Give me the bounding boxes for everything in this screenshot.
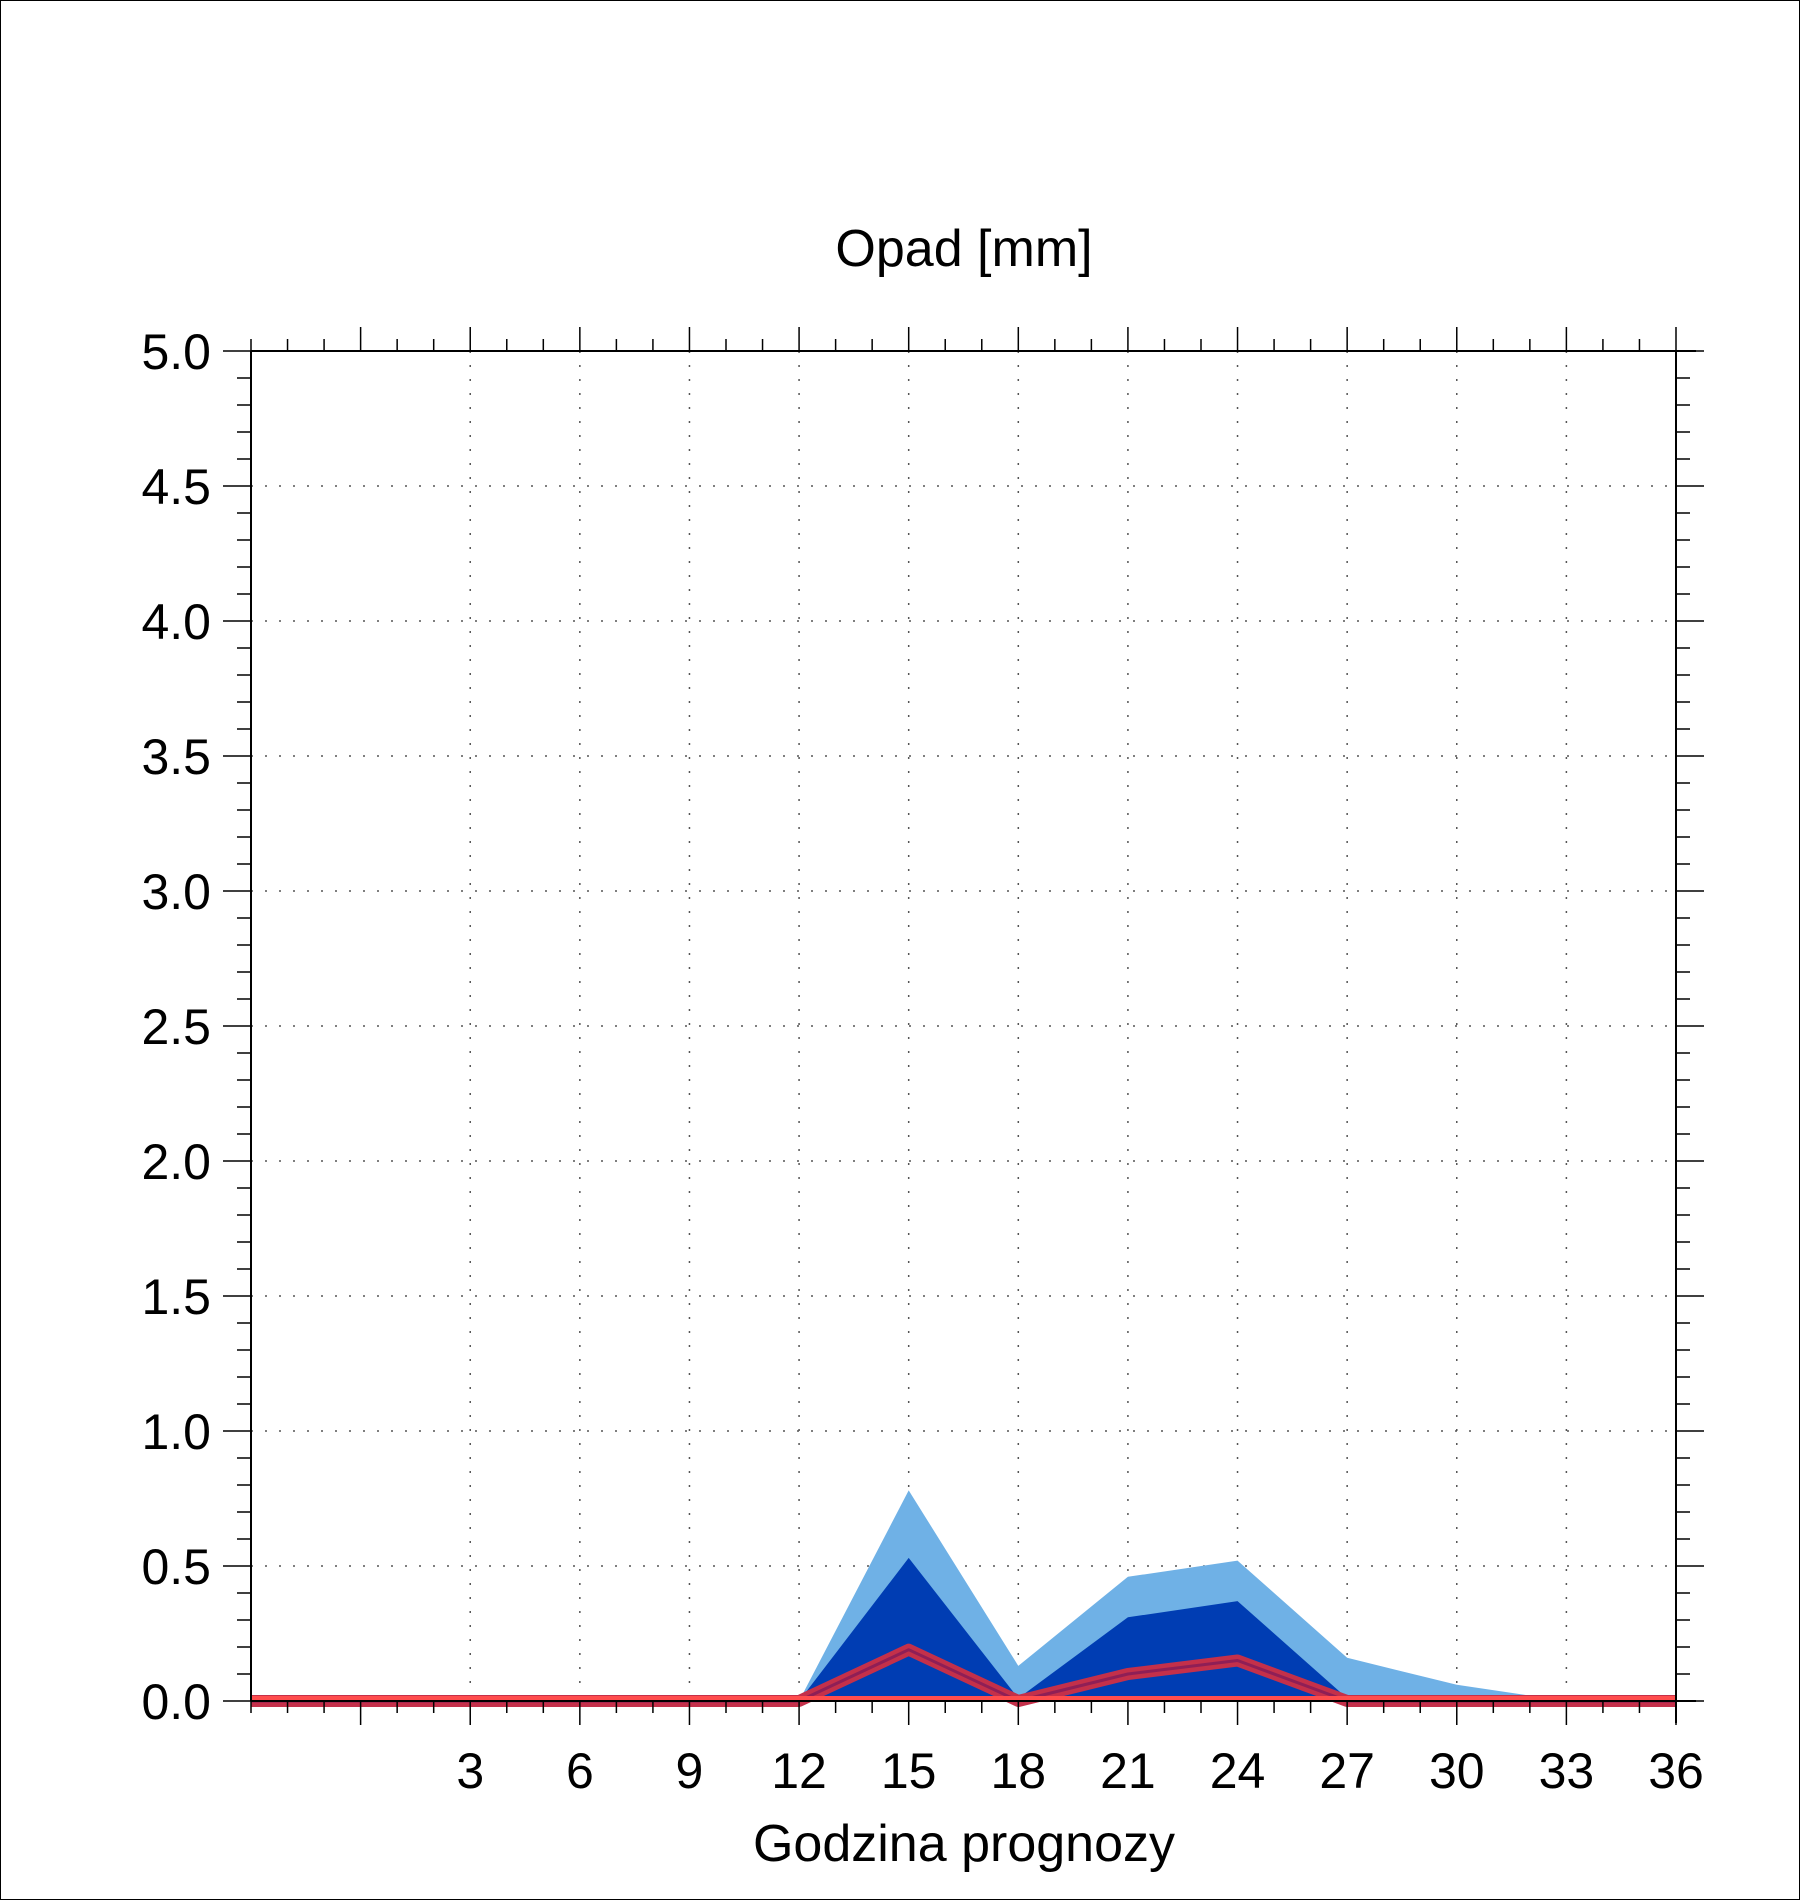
x-tick-label: 33 (1539, 1743, 1595, 1799)
y-tick-label: 4.0 (141, 594, 211, 650)
x-tick-label: 6 (566, 1743, 594, 1799)
x-tick-label: 3 (456, 1743, 484, 1799)
y-tick-label: 2.0 (141, 1134, 211, 1190)
x-tick-label: 30 (1429, 1743, 1485, 1799)
y-tick-label: 3.5 (141, 729, 211, 785)
x-tick-label: 27 (1319, 1743, 1375, 1799)
area-band-outer (251, 1490, 1676, 1701)
y-tick-label: 1.5 (141, 1269, 211, 1325)
axes (223, 327, 1704, 1725)
y-tick-label: 0.0 (141, 1674, 211, 1730)
y-tick-label: 1.0 (141, 1404, 211, 1460)
y-tick-label: 2.5 (141, 999, 211, 1055)
area-band-inner (251, 1557, 1676, 1701)
x-tick-label: 18 (990, 1743, 1046, 1799)
x-tick-label: 21 (1100, 1743, 1156, 1799)
x-tick-label: 36 (1648, 1743, 1704, 1799)
x-tick-label: 15 (881, 1743, 937, 1799)
y-tick-label: 5.0 (141, 324, 211, 380)
x-tick-label: 9 (676, 1743, 704, 1799)
y-tick-label: 4.5 (141, 459, 211, 515)
data-areas (251, 1490, 1676, 1707)
y-tick-label: 0.5 (141, 1539, 211, 1595)
y-tick-labels: 0.0 0.5 1.0 1.5 2.0 2.5 3.0 3.5 4.0 4.5 5.0 (141, 324, 211, 1730)
grid-lines (251, 351, 1676, 1701)
x-tick-label: 12 (771, 1743, 827, 1799)
y-tick-label: 3.0 (141, 864, 211, 920)
x-axis-label: Godzina prognozy (753, 1815, 1175, 1873)
chart-title: Opad [mm] (835, 220, 1092, 278)
x-tick-labels: 3 6 9 12 15 18 21 24 27 30 33 36 (456, 1743, 1703, 1799)
x-tick-label: 24 (1210, 1743, 1266, 1799)
